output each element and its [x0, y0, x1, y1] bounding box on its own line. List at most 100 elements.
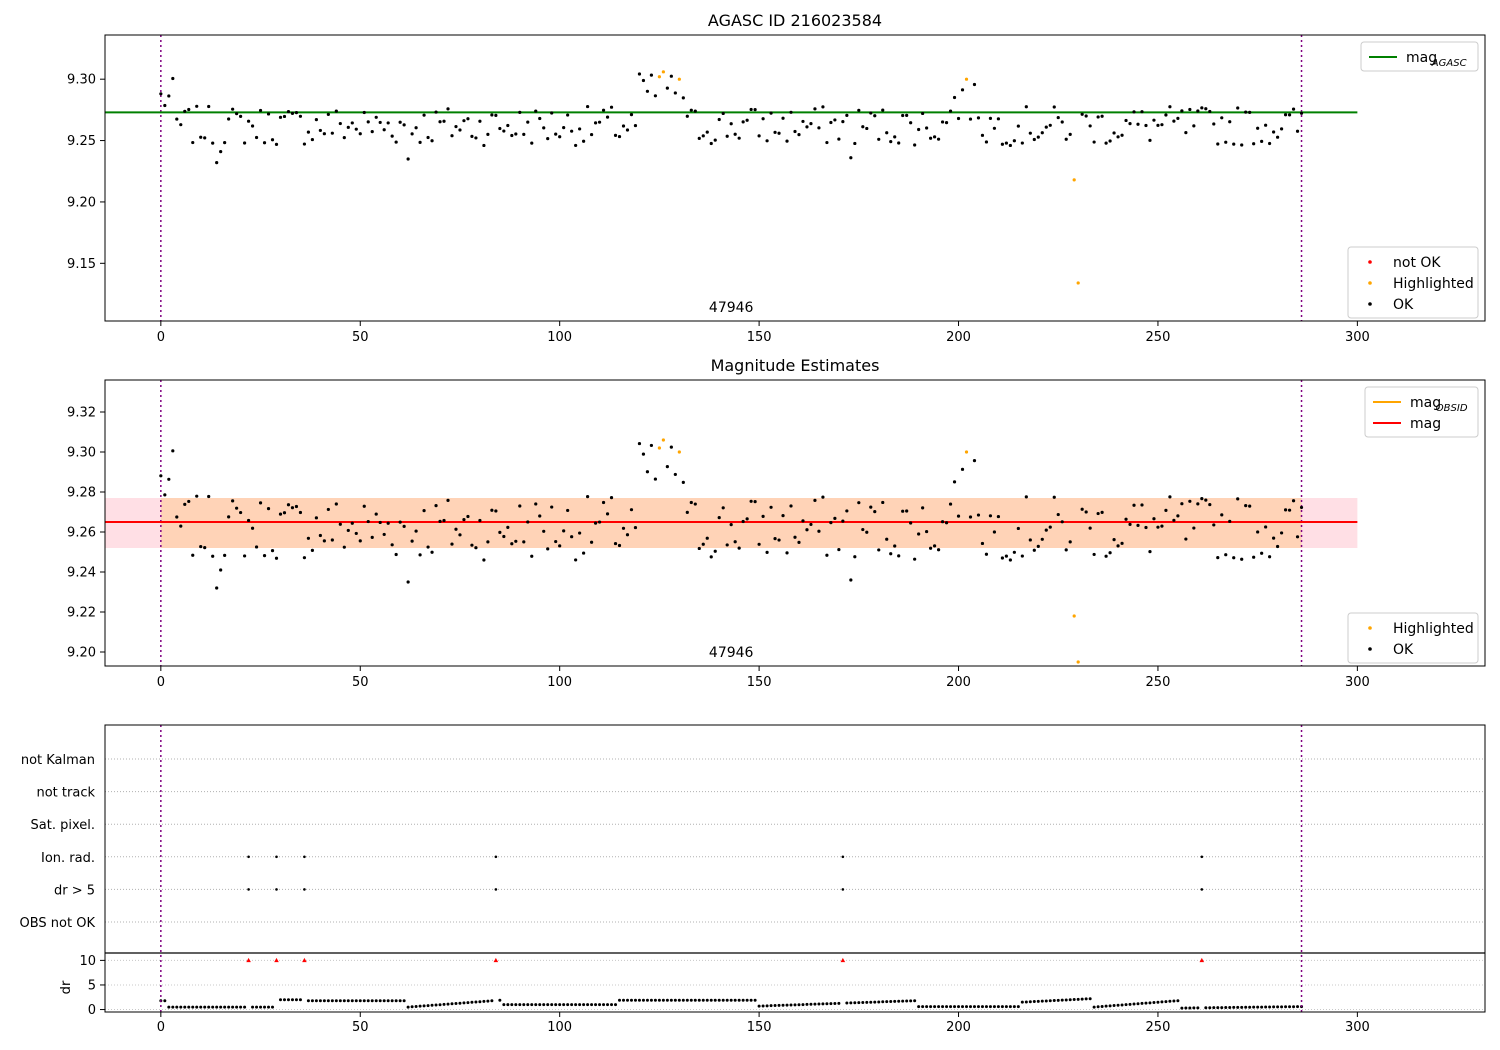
ok-point — [893, 544, 897, 548]
ok-point — [940, 520, 945, 524]
ok-point — [1200, 497, 1204, 501]
ok-point — [1032, 548, 1036, 552]
ok-point — [346, 125, 350, 129]
x-tick-label: 300 — [1345, 1020, 1370, 1035]
dr-point — [163, 999, 167, 1003]
ok-point — [837, 137, 841, 141]
dr-point — [1284, 1005, 1288, 1009]
ok-point — [1136, 122, 1140, 126]
ok-point — [968, 515, 973, 519]
dr-point — [709, 998, 713, 1002]
dr-point — [685, 998, 689, 1002]
ok-point — [207, 494, 211, 499]
legend-marker-swatch — [1368, 302, 1372, 306]
ok-point — [948, 109, 953, 113]
ok-point — [641, 78, 646, 83]
dr-point — [255, 1005, 259, 1009]
ok-point — [805, 528, 809, 532]
dr-point — [825, 1002, 829, 1006]
dr-point — [1064, 998, 1068, 1002]
flag-point — [247, 888, 250, 891]
ok-point — [1160, 123, 1164, 127]
ok-point — [673, 91, 677, 95]
ok-point — [589, 540, 594, 544]
ok-point — [996, 117, 1001, 121]
ok-point — [442, 119, 446, 123]
dr-point — [1296, 1005, 1300, 1009]
ok-point — [1208, 109, 1212, 114]
ok-point — [649, 443, 654, 448]
ok-point — [861, 125, 865, 129]
legend-label: mag — [1406, 50, 1437, 66]
dr-point — [757, 1004, 761, 1008]
ok-point — [637, 72, 642, 76]
dr-point — [1252, 1005, 1256, 1009]
ok-point — [925, 529, 929, 534]
ok-point — [729, 122, 733, 126]
ok-point — [254, 135, 259, 140]
ok-point — [873, 114, 877, 118]
ok-point — [454, 125, 458, 129]
ok-point — [298, 510, 303, 515]
dr-point — [637, 998, 641, 1002]
ok-point — [1164, 508, 1168, 512]
ok-point — [1024, 105, 1028, 109]
flag-row-label: Ion. rad. — [41, 851, 95, 866]
ok-point — [1024, 495, 1028, 499]
ok-point — [254, 545, 259, 549]
dr-point — [187, 1005, 191, 1009]
ok-point — [1148, 138, 1152, 142]
dr-point — [386, 999, 390, 1003]
dr-point — [865, 1000, 869, 1004]
dr-point — [717, 998, 721, 1002]
dr-point — [1052, 999, 1056, 1003]
ok-point — [382, 532, 386, 537]
ok-point — [163, 103, 167, 108]
dr-point — [849, 1001, 853, 1005]
y-tick-label: 9.26 — [67, 526, 96, 541]
flag-point — [303, 855, 306, 859]
ok-point — [330, 131, 334, 135]
ok-point — [757, 134, 761, 138]
ok-point — [171, 449, 175, 453]
dr-point — [522, 1003, 526, 1007]
ok-point — [310, 137, 314, 142]
ok-point — [589, 132, 594, 137]
dr-point — [1148, 1001, 1152, 1005]
dr-point — [745, 998, 749, 1002]
dr-point — [1068, 998, 1072, 1002]
ok-point — [601, 500, 606, 505]
ok-point — [1256, 126, 1260, 130]
x-tick-label: 250 — [1146, 1020, 1171, 1035]
dr-point — [251, 1005, 255, 1009]
dr-point — [478, 1000, 482, 1004]
dr-point — [570, 1003, 574, 1007]
ok-point — [179, 123, 183, 127]
legend-label: OK — [1393, 642, 1414, 658]
dr-point — [211, 1005, 215, 1009]
dr-point — [653, 998, 657, 1002]
x-tick-label: 250 — [1146, 330, 1171, 345]
dr-point — [665, 998, 669, 1002]
ok-point — [809, 522, 813, 527]
ok-point — [582, 551, 586, 555]
ok-point — [853, 555, 857, 559]
ok-point — [490, 113, 494, 117]
ok-point — [278, 115, 283, 119]
ok-point — [246, 518, 251, 523]
ok-point — [207, 104, 211, 109]
dr-point — [610, 1003, 614, 1007]
ok-point — [765, 139, 769, 143]
dr-point — [1236, 1005, 1240, 1009]
dr-point — [689, 998, 693, 1002]
ok-point — [370, 129, 374, 134]
ok-point — [203, 546, 207, 550]
panel2-frame — [104, 379, 1486, 667]
ok-point — [745, 118, 749, 122]
ok-point — [1176, 116, 1180, 121]
dr-outlier-marker — [840, 957, 846, 963]
ok-point — [621, 526, 626, 530]
ok-point — [350, 121, 354, 125]
dr-point — [1028, 1000, 1032, 1004]
ok-point — [693, 109, 697, 113]
